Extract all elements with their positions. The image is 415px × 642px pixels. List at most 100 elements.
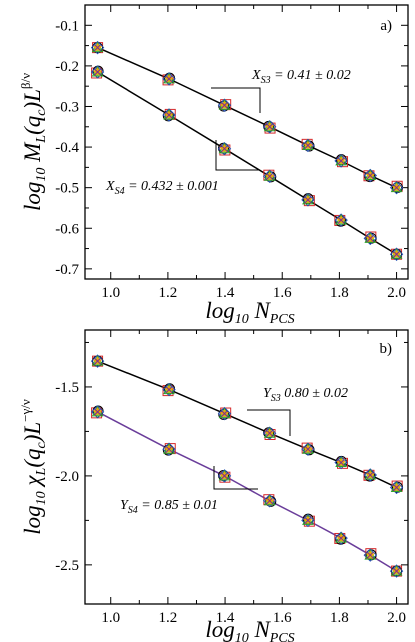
fit-line-series-2 (97, 411, 397, 572)
panel-b-fit-lines (97, 360, 397, 572)
y-tick-label: -0.7 (55, 262, 79, 278)
panel-a-y-ticks: -0.1 -0.2 -0.3 -0.4 -0.5 -0.6 -0.7 (55, 18, 408, 278)
annotation-xs3-subscript: S3 (261, 75, 271, 86)
annotation-xs4-value: = 0.432 ± 0.001 (125, 179, 219, 194)
panel-b-annotation-s4: YS4 = 0.85 ± 0.01 (120, 466, 258, 516)
data-point (301, 193, 315, 207)
data-point (262, 120, 277, 134)
x-tick-label: 1.4 (216, 285, 235, 301)
data-point (334, 455, 349, 470)
data-point (301, 442, 315, 456)
panel-a-fit-lines (97, 46, 397, 255)
data-point (301, 513, 315, 528)
data-point (162, 382, 176, 397)
data-point (217, 406, 232, 421)
data-point (217, 98, 232, 112)
data-point (363, 548, 377, 562)
y-tick-label: -2.0 (55, 469, 79, 485)
svg-text:YS3 0.80 ± 0.02: YS3 0.80 ± 0.02 (263, 386, 348, 404)
panel-a-y-axis-title: log10 ML(qc)Lβ/ν (18, 73, 49, 211)
svg-text:YS4 = 0.85 ± 0.01: YS4 = 0.85 ± 0.01 (120, 498, 218, 516)
x-tick-label: 1.6 (273, 610, 292, 626)
panel-a-x-ticks: 1.0 1.2 1.4 1.6 1.8 2.0 (101, 5, 406, 301)
data-point (334, 213, 348, 227)
annotation-ys3-symbol: Y (263, 386, 273, 401)
data-point (217, 469, 232, 483)
panel-a-annotation-s4: XS4 = 0.432 ± 0.001 (105, 140, 259, 197)
data-point (262, 426, 277, 440)
x-tick-label: 1.8 (330, 610, 349, 626)
svg-text:XS3 = 0.41 ± 0.02: XS3 = 0.41 ± 0.02 (251, 68, 351, 86)
y-tick-label: -0.2 (55, 59, 79, 75)
y-tick-label: -1.5 (55, 380, 79, 396)
data-point (389, 180, 404, 195)
y-tick-label: -0.4 (55, 140, 79, 156)
fit-line-series-1 (97, 46, 397, 189)
panel-a-data-points (90, 40, 404, 261)
x-tick-label: 1.6 (273, 285, 292, 301)
data-point (363, 468, 377, 482)
annotation-ys4-value: = 0.85 ± 0.01 (138, 498, 218, 513)
annotation-ys4-symbol: Y (120, 498, 130, 513)
panel-b-x-ticks: 1.0 1.2 1.4 1.6 1.8 2.0 (101, 330, 406, 626)
panel-b-slope-bracket-s3 (247, 409, 291, 436)
data-point (217, 141, 232, 156)
data-point (363, 231, 377, 246)
panel-a-slope-bracket-s3 (211, 87, 261, 113)
x-tick-label: 2.0 (387, 285, 406, 301)
panel-a-plot-frame (84, 4, 409, 280)
y-tick-label: -0.6 (55, 221, 79, 237)
y-tick-label: -2.5 (55, 558, 79, 574)
data-point (389, 564, 404, 578)
data-point (334, 154, 349, 168)
annotation-ys4-subscript: S4 (128, 505, 138, 516)
panel-b-y-axis-title: log10 χL(qc)L−γ/ν (18, 399, 49, 535)
x-tick-label: 1.8 (330, 285, 349, 301)
fit-line-series-2 (97, 71, 397, 255)
annotation-xs4-subscript: S4 (115, 186, 125, 197)
annotation-ys3-subscript: S3 (271, 393, 281, 404)
panel-b-slope-bracket-s4 (213, 466, 258, 490)
data-point (262, 169, 277, 184)
svg-text:XS4 = 0.432 ± 0.001: XS4 = 0.432 ± 0.001 (105, 179, 219, 197)
annotation-ys3-value: 0.80 ± 0.02 (281, 386, 348, 401)
panel-b-plot-frame (84, 329, 409, 605)
panel-a: 1.0 1.2 1.4 1.6 1.8 2.0 -0.1-0.2-0.3-0.4-0.5-… (18, 4, 409, 327)
data-point (162, 442, 176, 456)
data-point (363, 168, 377, 183)
x-tick-label: 1.0 (101, 610, 120, 626)
data-point (90, 65, 105, 79)
data-point (90, 354, 105, 368)
data-point (162, 108, 176, 122)
y-tick-label: -0.1 (55, 18, 79, 34)
x-tick-label: 1.4 (216, 610, 235, 626)
panel-b-y-ticks: -1.5 -2.0 -2.5 (55, 341, 408, 574)
panel-a-x-axis-title: log10 NPCS (205, 298, 294, 327)
data-point (90, 405, 105, 419)
panel-b-annotation-s3: YS3 0.80 ± 0.02 (247, 386, 348, 436)
x-tick-label: 1.2 (159, 610, 178, 626)
panel-b: 1.0 1.2 1.4 1.6 1.8 2.0 -1.5-2.0-2.5 b) YS3 0… (18, 329, 409, 642)
data-point (334, 531, 348, 545)
panel-b-data-points (90, 354, 404, 578)
y-tick-label: -0.5 (55, 181, 79, 197)
data-point (162, 72, 176, 86)
data-point (301, 138, 315, 153)
x-tick-label: 2.0 (387, 610, 406, 626)
panel-a-annotation-s3: XS3 = 0.41 ± 0.02 (211, 68, 351, 113)
y-tick-label: -0.3 (55, 99, 79, 115)
x-tick-label: 1.0 (101, 285, 120, 301)
fit-line-series-1 (97, 360, 397, 489)
data-point (389, 247, 404, 261)
data-point (262, 494, 277, 508)
panel-a-slope-bracket-s4 (215, 140, 259, 171)
panel-a-label: a) (380, 18, 392, 34)
data-point (90, 40, 105, 55)
annotation-xs4-symbol: X (105, 179, 115, 194)
data-point (389, 480, 404, 495)
annotation-xs3-symbol: X (251, 68, 261, 83)
x-tick-label: 1.2 (159, 285, 178, 301)
annotation-xs3-value: = 0.41 ± 0.02 (271, 68, 351, 83)
panel-b-label: b) (380, 341, 393, 357)
